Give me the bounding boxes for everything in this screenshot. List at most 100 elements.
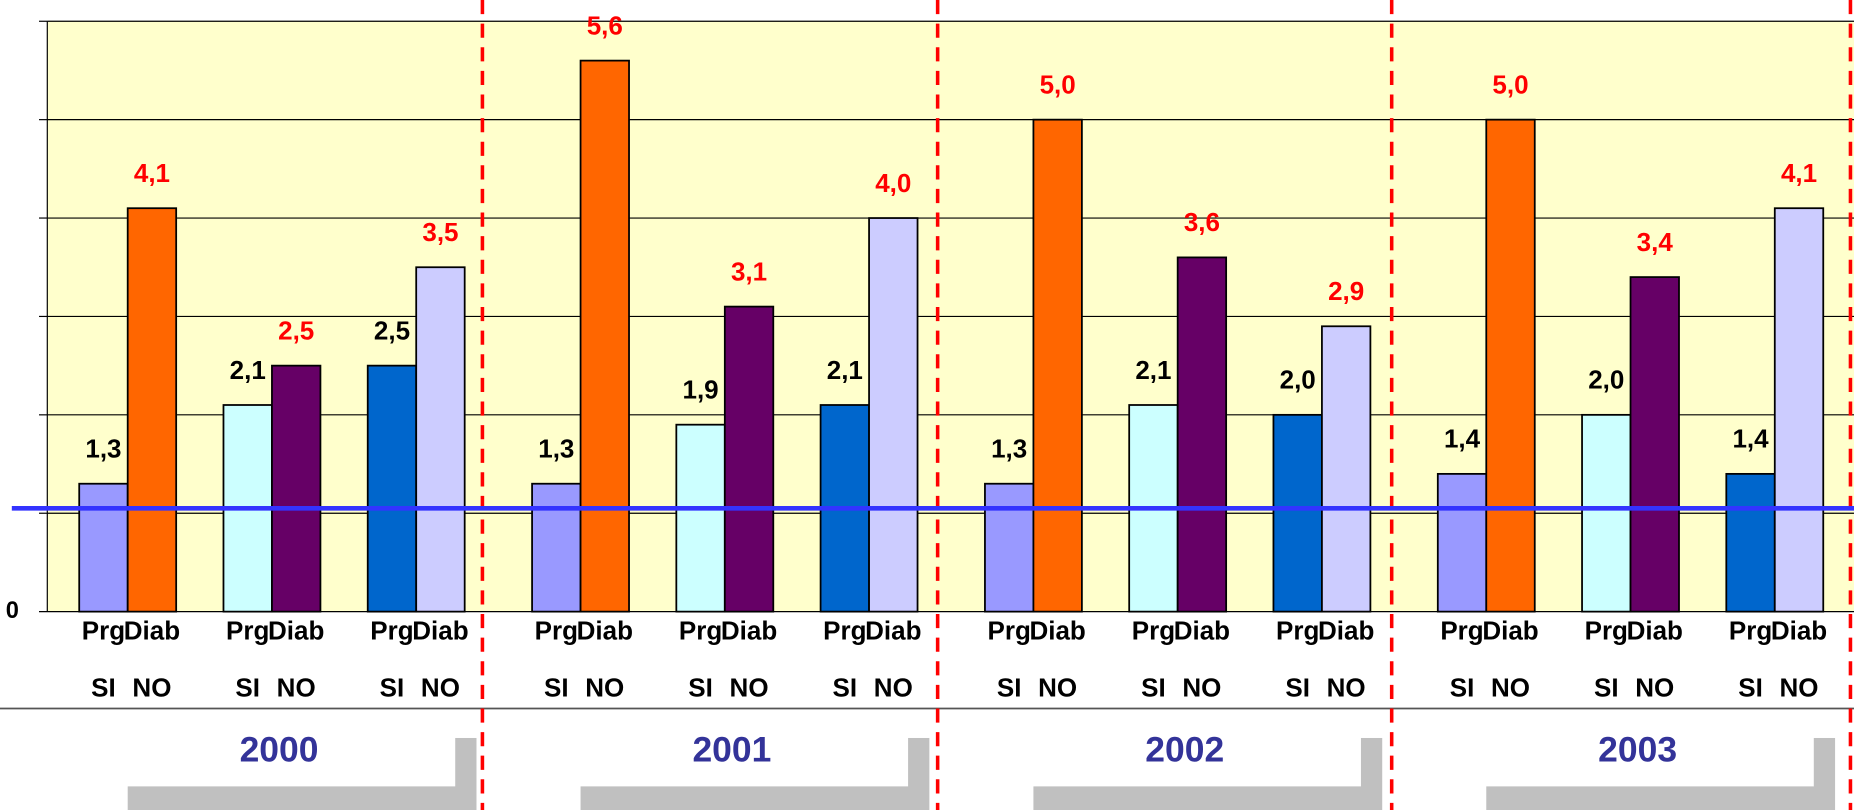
x-tick-label: Prg: [1440, 616, 1483, 646]
value-label: 5,0: [1040, 69, 1076, 99]
bar: [1629, 276, 1680, 613]
bar: [1436, 472, 1488, 613]
bar: [868, 217, 919, 613]
value-label: 1,3: [991, 434, 1027, 464]
bar: [579, 59, 630, 613]
x-tick-label: Diab: [721, 616, 777, 646]
x-tick-label: Diab: [1771, 616, 1827, 646]
value-label: 1,4: [1444, 424, 1481, 454]
value-label: 4,1: [134, 158, 170, 188]
x-tick-sublabel: SI: [380, 672, 405, 702]
value-label: 5,0: [1492, 69, 1528, 99]
x-tick-sublabel: SI: [1738, 672, 1763, 702]
x-tick-label: Prg: [82, 616, 125, 646]
bar: [1485, 118, 1536, 613]
year-label: 2000: [240, 730, 319, 770]
bar: [1176, 256, 1228, 613]
x-tick-sublabel: NO: [1635, 672, 1674, 702]
x-tick-label: Prg: [226, 616, 269, 646]
x-tick-sublabel: NO: [1780, 672, 1819, 702]
bar: [271, 364, 322, 613]
x-tick-sublabel: NO: [1182, 672, 1221, 702]
x-tick-label: Diab: [1174, 616, 1230, 646]
value-label: 4,1: [1781, 158, 1817, 188]
x-tick-label: Prg: [1132, 616, 1175, 646]
x-tick-sublabel: SI: [688, 672, 713, 702]
bar: [1321, 325, 1372, 613]
x-tick-sublabel: NO: [585, 672, 624, 702]
x-tick-sublabel: SI: [91, 672, 116, 702]
bar: [984, 482, 1035, 613]
value-label: 1,4: [1732, 424, 1769, 454]
x-tick-label: Prg: [370, 616, 413, 646]
x-tick-sublabel: SI: [235, 672, 260, 702]
x-tick-sublabel: NO: [1491, 672, 1530, 702]
value-label: 1,9: [682, 374, 718, 404]
x-tick-sublabel: NO: [421, 672, 460, 702]
year-label: 2003: [1598, 730, 1677, 770]
x-tick-sublabel: SI: [1594, 672, 1619, 702]
x-tick-sublabel: NO: [874, 672, 913, 702]
x-tick-label: Diab: [865, 616, 921, 646]
value-label: 2,9: [1328, 276, 1364, 306]
x-tick-label: Diab: [268, 616, 324, 646]
bar: [366, 364, 418, 613]
value-label: 1,3: [85, 434, 121, 464]
x-tick-sublabel: SI: [1450, 672, 1475, 702]
x-tick-label: Diab: [577, 616, 633, 646]
bar: [1725, 472, 1776, 613]
x-tick-sublabel: NO: [132, 672, 171, 702]
x-tick-sublabel: SI: [544, 672, 569, 702]
bar: [723, 305, 775, 613]
value-label: 3,5: [422, 217, 458, 247]
x-tick-label: Prg: [679, 616, 722, 646]
value-label: 3,6: [1184, 207, 1220, 237]
x-tick-label: Prg: [1729, 616, 1772, 646]
value-label: 2,1: [230, 355, 266, 385]
year-box: [554, 713, 909, 787]
value-label: 2,5: [374, 315, 410, 345]
x-tick-label: Prg: [987, 616, 1030, 646]
bar: [78, 482, 129, 613]
value-label: 3,4: [1637, 227, 1674, 257]
x-tick-label: Diab: [1318, 616, 1374, 646]
year-label: 2002: [1145, 730, 1224, 770]
value-label: 2,1: [1135, 355, 1171, 385]
bar: [415, 266, 466, 613]
x-tick-sublabel: NO: [730, 672, 769, 702]
x-tick-label: Prg: [1276, 616, 1319, 646]
value-label: 3,1: [731, 256, 767, 286]
bar: [1773, 207, 1825, 613]
value-label: 1,3: [538, 434, 574, 464]
x-tick-sublabel: SI: [997, 672, 1022, 702]
x-tick-label: Prg: [1585, 616, 1628, 646]
x-tick-label: Diab: [412, 616, 468, 646]
year-box: [101, 713, 456, 787]
year-box: [1460, 713, 1814, 787]
bar: [675, 423, 726, 613]
bar: [126, 207, 178, 613]
x-tick-sublabel: NO: [1038, 672, 1077, 702]
x-tick-label: Prg: [823, 616, 866, 646]
year-label: 2001: [692, 730, 771, 770]
x-tick-label: Diab: [1482, 616, 1538, 646]
value-label: 4,0: [875, 168, 911, 198]
y-tick-label: 0: [6, 598, 19, 624]
value-label: 2,5: [278, 315, 314, 345]
bar: [1032, 118, 1083, 613]
x-tick-label: Diab: [1029, 616, 1085, 646]
x-tick-label: Diab: [1627, 616, 1683, 646]
bar: [1581, 413, 1632, 613]
bar: [1272, 413, 1323, 613]
x-tick-sublabel: SI: [1285, 672, 1310, 702]
value-label: 2,1: [827, 355, 863, 385]
x-tick-sublabel: SI: [1141, 672, 1166, 702]
value-label: 2,0: [1280, 365, 1316, 395]
x-tick-label: Prg: [535, 616, 578, 646]
x-tick-sublabel: SI: [833, 672, 858, 702]
value-label: 5,6: [587, 10, 623, 40]
x-tick-sublabel: NO: [277, 672, 316, 702]
x-tick-sublabel: NO: [1327, 672, 1366, 702]
year-box: [1007, 713, 1361, 787]
